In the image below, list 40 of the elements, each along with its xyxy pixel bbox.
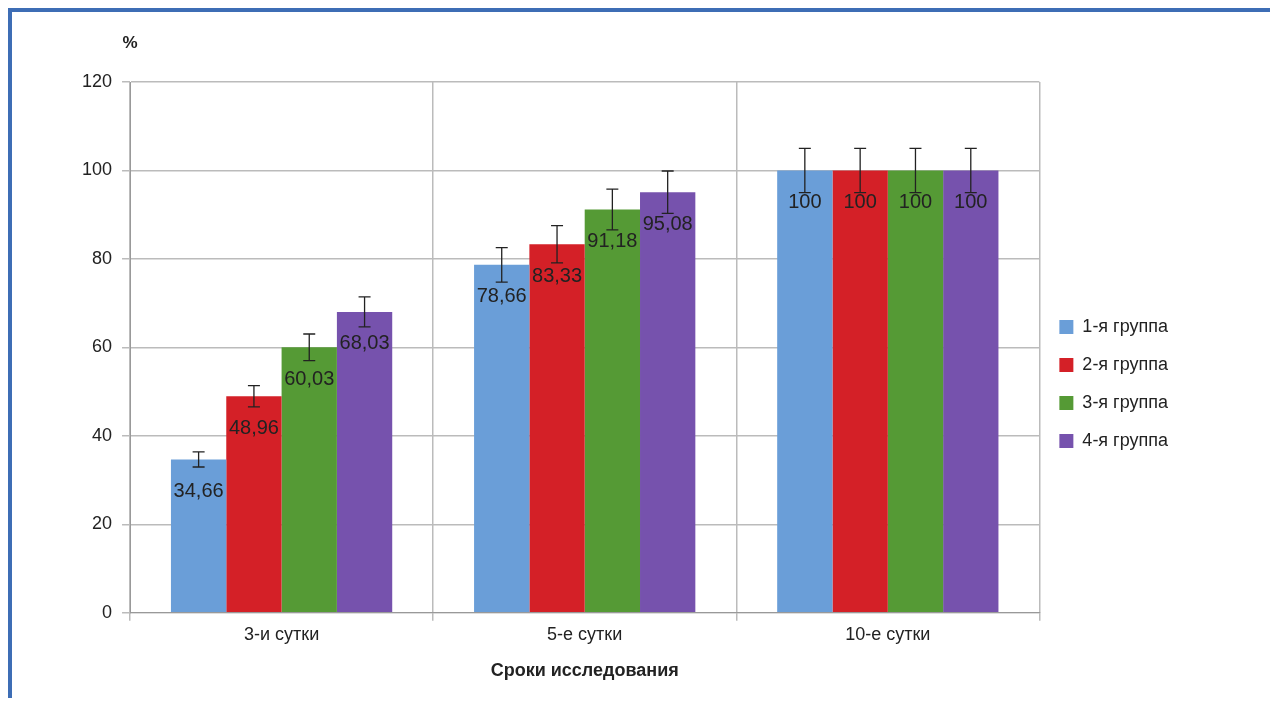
- y-tick-label: 0: [102, 601, 113, 622]
- data-label: 91,18: [587, 229, 638, 251]
- bar: [226, 396, 282, 613]
- data-label: 48,96: [228, 415, 279, 438]
- data-label: 95,08: [642, 211, 693, 234]
- data-label: 68,03: [339, 331, 390, 354]
- bar: [336, 311, 393, 613]
- bar: [281, 347, 337, 613]
- x-tick-label: 3-и сутки: [243, 623, 320, 644]
- y-tick-label: 120: [81, 70, 113, 91]
- bar: [474, 264, 530, 613]
- y-axis-title: %: [122, 33, 138, 53]
- data-label: 78,66: [476, 284, 527, 307]
- bar: [777, 170, 833, 613]
- data-label: 100: [954, 189, 988, 212]
- legend-label: 1-я группа: [1082, 315, 1169, 336]
- x-axis-title: Сроки исследования: [490, 660, 679, 681]
- y-tick-label: 40: [92, 424, 113, 445]
- y-tick-label: 20: [92, 513, 113, 534]
- bar: [584, 209, 641, 613]
- legend-label: 4-я группа: [1082, 429, 1169, 450]
- data-label: 100: [843, 189, 877, 212]
- bar: [640, 192, 696, 613]
- x-tick-label: 5-е сутки: [547, 623, 623, 644]
- bar: [529, 244, 585, 613]
- y-tick-label: 80: [92, 247, 113, 268]
- legend-label: 2-я группа: [1082, 353, 1169, 374]
- bar: [887, 170, 944, 613]
- legend-label: 3-я группа: [1082, 391, 1169, 412]
- y-tick-label: 100: [81, 159, 113, 180]
- data-label: 34,66: [173, 479, 224, 501]
- bar: [170, 459, 227, 613]
- data-label: 100: [788, 189, 822, 212]
- data-label: 100: [898, 189, 933, 212]
- bar: [832, 170, 888, 613]
- x-tick-label: 10-е сутки: [845, 623, 931, 644]
- data-label: 83,33: [532, 263, 583, 286]
- y-tick-label: 60: [92, 336, 113, 357]
- bar: [943, 170, 999, 613]
- data-label: 60,03: [284, 366, 335, 389]
